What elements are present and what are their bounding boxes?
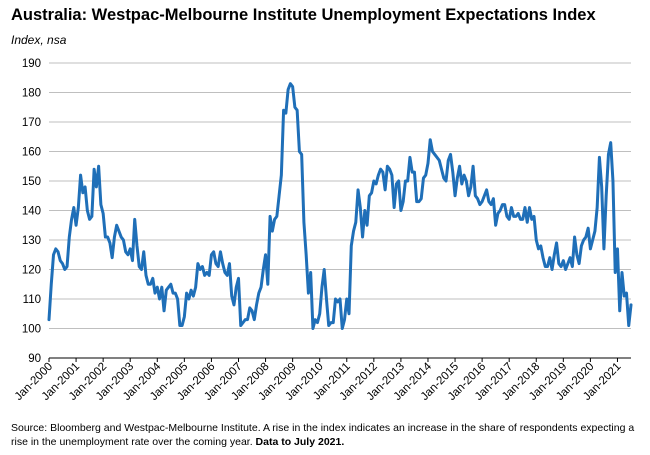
footnote-text: Source: Bloomberg and Westpac-Melbourne … bbox=[11, 422, 635, 448]
series-line bbox=[47, 82, 633, 330]
y-axis-ticks: 90 100 110 120 130 140 150 160 170 180 190 bbox=[22, 58, 41, 365]
y-tick-label: 130 bbox=[22, 235, 41, 247]
y-tick-label: 160 bbox=[22, 147, 41, 159]
y-tick-label: 180 bbox=[22, 88, 41, 100]
footnote: Source: Bloomberg and Westpac-Melbourne … bbox=[11, 421, 641, 449]
y-tick-label: 190 bbox=[22, 58, 41, 70]
series-layer bbox=[47, 82, 633, 330]
y-tick-label: 110 bbox=[23, 294, 41, 306]
chart-subtitle: Index, nsa bbox=[11, 33, 67, 47]
y-tick-label: 90 bbox=[28, 353, 41, 365]
y-tick-label: 170 bbox=[22, 117, 41, 129]
y-tick-label: 100 bbox=[22, 324, 41, 336]
y-tick-label: 120 bbox=[22, 265, 41, 277]
chart-title: Australia: Westpac-Melbourne Institute U… bbox=[11, 6, 596, 24]
x-axis-ticks: Jan-2000Jan-2001Jan-2002Jan-2003Jan-2004… bbox=[13, 358, 624, 403]
y-tick-label: 140 bbox=[22, 206, 41, 218]
line-chart: 90 100 110 120 130 140 150 160 170 180 190 Jan-200… bbox=[13, 58, 633, 403]
footnote-data-date: Data to July 2021. bbox=[255, 436, 345, 448]
y-tick-label: 150 bbox=[22, 176, 41, 188]
